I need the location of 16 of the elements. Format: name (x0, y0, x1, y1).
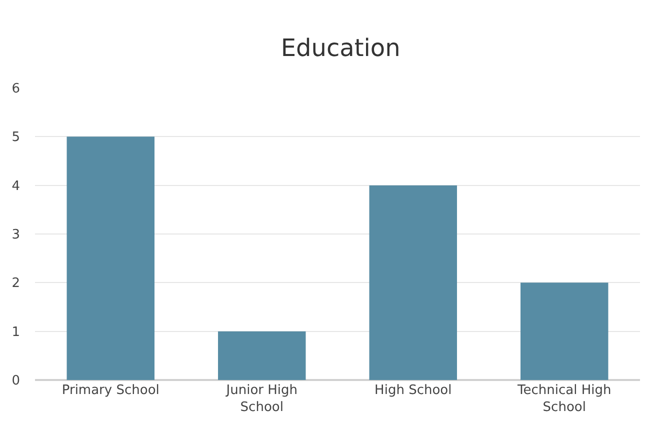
bar (218, 331, 306, 380)
y-tick-label: 0 (12, 374, 20, 389)
x-tick-label: Technical High School (516, 383, 612, 415)
y-tick-label: 6 (12, 82, 20, 97)
chart-title: Education (280, 34, 400, 62)
y-tick-label: 4 (12, 178, 20, 194)
x-tick-label: Primary School (62, 383, 160, 398)
bar (66, 136, 154, 380)
bar (520, 282, 608, 380)
x-tick-label: High School (374, 383, 452, 398)
y-tick-label: 3 (12, 228, 20, 243)
y-tick-label: 2 (12, 276, 20, 292)
bar (369, 185, 457, 380)
y-tick-label: 5 (12, 130, 20, 146)
x-tick-label: Junior High School (225, 383, 298, 415)
y-tick-label: 1 (12, 324, 20, 340)
